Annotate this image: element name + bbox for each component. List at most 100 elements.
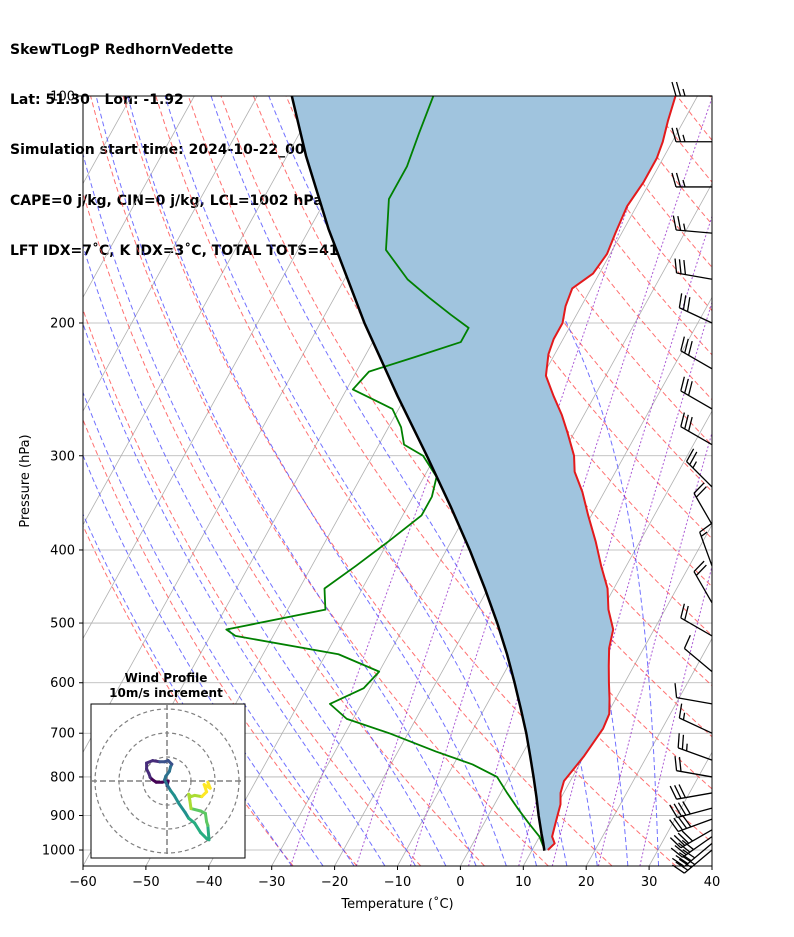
x-tick-label: −40 — [195, 875, 222, 890]
barb-flag — [670, 847, 683, 858]
y-tick-label: 600 — [50, 676, 75, 691]
barb-flag — [680, 376, 685, 392]
hodograph-segment — [206, 780, 212, 790]
barb-flag — [675, 127, 682, 142]
dewpoint-line — [225, 96, 546, 851]
barb-flag — [669, 837, 682, 849]
barb-flag — [681, 839, 694, 851]
barb-staff — [676, 229, 713, 234]
barb-flag — [672, 215, 677, 231]
wind-barb — [669, 814, 713, 833]
barb-flag — [671, 864, 685, 874]
chart-title: SkewTLogP RedhornVedette — [10, 41, 234, 58]
x-tick-label: −60 — [69, 875, 96, 890]
y-tick-label: 100 — [50, 90, 75, 105]
barb-staff — [693, 492, 713, 525]
barb-flag — [678, 842, 691, 853]
barb-flag — [671, 172, 677, 188]
barb-flag — [675, 172, 682, 188]
barb-staff — [693, 571, 713, 604]
wind-barb — [674, 756, 713, 778]
moist-adiabat — [83, 454, 324, 866]
barb-flag — [674, 845, 687, 856]
barb-flag — [678, 784, 686, 798]
barb-flag — [673, 803, 683, 817]
barb-flag — [686, 297, 691, 312]
isotherm-line — [0, 96, 6, 866]
dry-adiabat — [83, 308, 422, 866]
y-tick-label: 300 — [50, 449, 75, 464]
wind-barb — [685, 448, 713, 488]
isotherm-line — [585, 637, 712, 866]
hodograph-segment — [193, 821, 203, 835]
hodograph-subtitle: 10m/s increment — [109, 686, 223, 700]
barb-flag — [684, 338, 689, 354]
barb-staff — [679, 717, 713, 734]
barb-flag — [669, 804, 678, 818]
dry-adiabat — [644, 96, 712, 183]
barb-staff — [680, 390, 713, 410]
barb-flag — [673, 817, 683, 831]
barb-flag — [677, 802, 687, 816]
barb-staff — [684, 849, 713, 874]
barb-flag — [678, 852, 692, 862]
barb-staff — [676, 792, 713, 800]
moist-adiabat — [441, 96, 660, 866]
barb-staff — [680, 617, 713, 637]
dry-adiabat — [122, 96, 613, 866]
x-tick-label: 0 — [456, 875, 464, 890]
barb-flag — [687, 416, 693, 432]
barb-flag — [682, 855, 696, 866]
barb-half-flag — [692, 461, 698, 469]
barb-half-flag — [682, 179, 686, 188]
dry-adiabat — [155, 96, 677, 866]
isotherm-line — [83, 96, 321, 526]
barb-staff — [684, 842, 713, 868]
barb-flag — [674, 785, 682, 799]
barb-flag — [669, 785, 678, 800]
moist-adiabat — [83, 322, 386, 866]
barb-staff — [682, 836, 713, 858]
wind-barb — [693, 482, 713, 525]
barb-flag — [699, 523, 712, 533]
barb-flag — [681, 734, 685, 750]
barb-flag — [674, 756, 678, 771]
barb-staff — [686, 461, 713, 488]
barb-flag — [674, 258, 678, 274]
barb-flag — [675, 861, 689, 871]
axes: −60 −50 −40 −30 −20 −10 0 10 20 30 40 100 200 300 400 5… — [18, 90, 720, 913]
isotherm-line — [83, 96, 258, 412]
barb-flag — [687, 381, 693, 396]
barb-half-flag — [685, 743, 688, 751]
x-tick-label: −30 — [258, 875, 285, 890]
dry-adiabat — [415, 96, 712, 493]
y-tick-label: 700 — [50, 727, 75, 742]
wind-barb — [671, 842, 713, 868]
barb-half-flag — [682, 88, 686, 97]
barb-flag — [681, 830, 693, 842]
wind-barb — [674, 258, 713, 280]
x-tick-label: −20 — [321, 875, 348, 890]
barb-flag — [677, 816, 688, 829]
x-tick-label: 20 — [578, 875, 595, 890]
hodograph-plot — [91, 704, 245, 858]
barb-staff — [684, 648, 713, 673]
moist-adiabat — [83, 513, 293, 866]
wind-barb — [678, 703, 713, 734]
barb-staff — [676, 272, 713, 280]
barb-flag — [678, 259, 682, 274]
barb-flag — [683, 260, 687, 275]
barb-flag — [683, 634, 691, 649]
x-axis-label: Temperature (˚C) — [340, 896, 453, 912]
barb-flag — [681, 814, 692, 828]
barb-half-flag — [683, 223, 686, 231]
barb-flag — [682, 849, 696, 859]
barb-flag — [687, 340, 693, 356]
barb-staff — [699, 531, 713, 567]
wind-barb — [669, 784, 713, 800]
y-tick-label: 1000 — [42, 844, 75, 859]
wind-barb — [683, 634, 713, 673]
wind-barb — [671, 849, 713, 874]
wind-barb — [672, 215, 713, 234]
